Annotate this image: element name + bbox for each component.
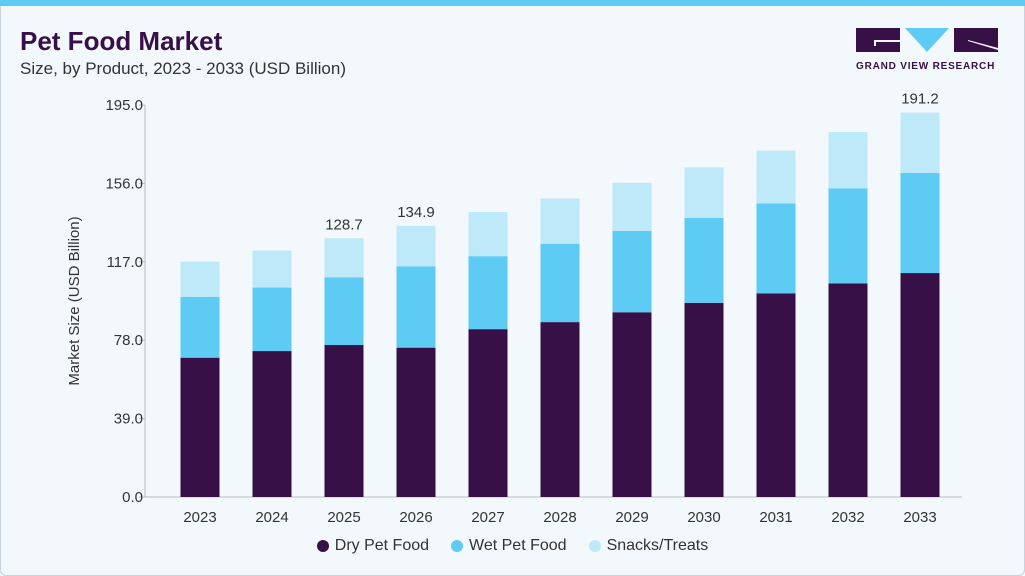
accent-bar — [0, 0, 1025, 6]
y-axis-title: Market Size (USD Billion) — [66, 216, 83, 385]
bar-wet-pet-food-2032 — [828, 188, 868, 284]
bar-snacks-treats-2026 — [396, 225, 436, 267]
bar-dry-pet-food-2029 — [612, 312, 652, 497]
y-tick-label: 117.0 — [107, 254, 143, 271]
bar-dry-pet-food-2028 — [540, 322, 580, 497]
x-tick-label: 2033 — [903, 509, 936, 526]
bar-dry-pet-food-2031 — [756, 293, 796, 497]
bar-wet-pet-food-2030 — [684, 217, 724, 303]
x-tick-label: 2023 — [183, 509, 216, 526]
x-tick-label: 2027 — [471, 509, 504, 526]
x-tick-label: 2028 — [543, 509, 576, 526]
data-label-total: 191.2 — [901, 91, 939, 108]
bar-dry-pet-food-2027 — [468, 329, 508, 497]
bar-snacks-treats-2027 — [468, 211, 508, 257]
bar-wet-pet-food-2023 — [180, 296, 220, 358]
bar-dry-pet-food-2032 — [828, 283, 868, 497]
grand-view-research-logo: GRAND VIEW RESEARCH — [856, 28, 998, 72]
bar-dry-pet-food-2026 — [396, 347, 436, 497]
logo-mark-icon — [856, 28, 998, 52]
bar-dry-pet-food-2024 — [252, 351, 292, 497]
legend-swatch-snacks — [588, 540, 601, 552]
x-tick-label: 2029 — [615, 509, 648, 526]
legend-item-wet: Wet Pet Food — [451, 537, 567, 555]
data-label-total: 134.9 — [397, 204, 435, 221]
bar-wet-pet-food-2033 — [900, 172, 940, 274]
bar-snacks-treats-2028 — [540, 198, 580, 244]
bar-snacks-treats-2029 — [612, 182, 652, 231]
x-tick-label: 2030 — [687, 509, 720, 526]
bar-snacks-treats-2032 — [828, 131, 868, 189]
x-tick-label: 2026 — [399, 509, 432, 526]
bar-wet-pet-food-2029 — [612, 230, 652, 313]
x-tick-label: 2025 — [327, 509, 360, 526]
bar-snacks-treats-2023 — [180, 261, 220, 297]
data-label-total: 128.7 — [325, 216, 363, 233]
bar-wet-pet-food-2024 — [252, 287, 292, 352]
chart-subtitle: Size, by Product, 2023 - 2033 (USD Billi… — [20, 59, 346, 78]
bar-dry-pet-food-2025 — [324, 345, 364, 497]
bar-dry-pet-food-2030 — [684, 302, 724, 497]
chart-title: Pet Food Market — [20, 26, 223, 56]
bar-snacks-treats-2024 — [252, 250, 292, 288]
y-tick-label: 39.0 — [114, 411, 143, 428]
x-tick-label: 2024 — [255, 509, 288, 526]
y-tick-label: 78.0 — [114, 332, 143, 349]
bar-snacks-treats-2025 — [324, 238, 364, 278]
x-tick-label: 2032 — [831, 509, 864, 526]
y-tick-label: 195.0 — [105, 97, 143, 114]
legend-swatch-wet — [451, 540, 464, 552]
bar-snacks-treats-2031 — [756, 150, 796, 204]
bar-wet-pet-food-2026 — [396, 266, 436, 348]
bar-snacks-treats-2030 — [684, 167, 724, 218]
y-tick-label: 156.0 — [105, 175, 143, 192]
bar-wet-pet-food-2028 — [540, 243, 580, 323]
legend-label: Dry Pet Food — [334, 537, 430, 554]
legend-item-snacks: Snacks/Treats — [588, 537, 709, 555]
legend-item-dry: Dry Pet Food — [316, 537, 430, 555]
bar-wet-pet-food-2027 — [468, 256, 508, 330]
bar-dry-pet-food-2023 — [180, 357, 220, 497]
legend-label: Snacks/Treats — [606, 537, 709, 554]
x-tick-label: 2031 — [759, 509, 792, 526]
legend-label: Wet Pet Food — [469, 537, 567, 554]
logo-text: GRAND VIEW RESEARCH — [856, 61, 996, 72]
legend-swatch-dry — [316, 540, 329, 552]
bar-wet-pet-food-2025 — [324, 277, 364, 346]
legend: Dry Pet Food Wet Pet Food Snacks/Treats — [0, 537, 1025, 555]
y-tick-label: 0.0 — [122, 489, 143, 506]
bar-wet-pet-food-2031 — [756, 203, 796, 294]
bar-dry-pet-food-2033 — [900, 273, 940, 497]
bar-snacks-treats-2033 — [900, 112, 940, 173]
